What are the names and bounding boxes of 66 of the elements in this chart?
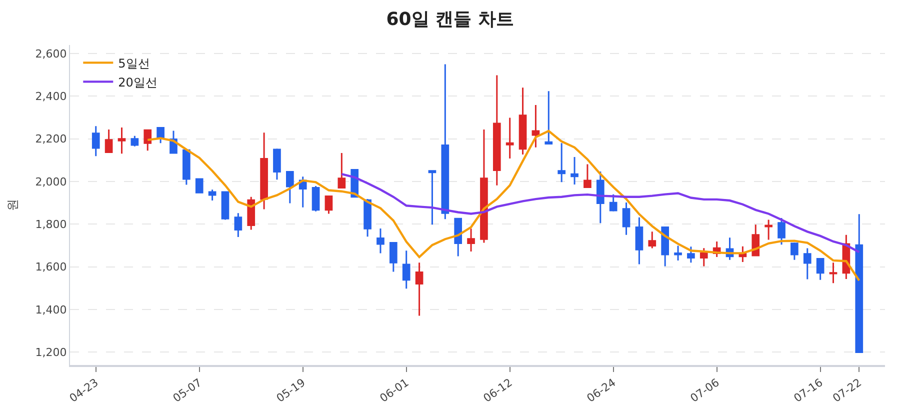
- y-tick-label: 1,400: [35, 303, 67, 316]
- candlestick: [532, 104, 540, 148]
- candlestick: [118, 126, 126, 154]
- candlestick: [92, 125, 100, 157]
- candlestick: [286, 170, 294, 204]
- candlestick: [518, 86, 527, 156]
- candlestick: [389, 241, 398, 273]
- legend-label: 20일선: [118, 75, 158, 90]
- candlestick: [700, 247, 708, 267]
- candlestick: [454, 217, 462, 257]
- legend-label: 5일선: [118, 56, 150, 70]
- candlestick: [195, 178, 204, 194]
- candlestick: [816, 258, 824, 281]
- candlestick: [260, 132, 268, 210]
- y-tick-label: 1,600: [35, 260, 67, 274]
- candlestick: [661, 226, 669, 267]
- candlestick: [829, 262, 838, 284]
- candlestick: [778, 217, 786, 246]
- y-tick-label: 1,800: [35, 218, 67, 232]
- candlestick: [402, 250, 410, 290]
- candlestick: [441, 63, 450, 220]
- candlestick: [570, 156, 578, 186]
- candlestick: [674, 245, 682, 262]
- candlestick: [234, 212, 242, 238]
- candlestick: [376, 228, 384, 254]
- y-tick-label: 2,000: [35, 175, 67, 188]
- candlestick: [221, 190, 230, 220]
- y-tick-label: 2,400: [35, 90, 67, 104]
- y-tick-label: 2,200: [35, 132, 67, 146]
- candlestick: [273, 148, 281, 180]
- candlestick: [764, 218, 772, 241]
- candlestick: [609, 194, 618, 212]
- y-tick-label: 1,200: [35, 346, 67, 360]
- candlestick: [467, 228, 475, 252]
- candlestick: [312, 185, 320, 212]
- y-tick-label: 2,600: [35, 47, 67, 60]
- candlestick: [622, 202, 630, 236]
- candlestick: [208, 188, 216, 202]
- candlestick: [648, 230, 656, 250]
- candlestick: [364, 198, 372, 238]
- candlestick: [415, 262, 424, 316]
- y-axis-title: 원: [6, 199, 20, 211]
- candlestick: [506, 117, 514, 160]
- candlestick: [130, 135, 139, 148]
- candlestick: [480, 128, 488, 244]
- candlestick: [635, 216, 644, 266]
- candlestick: [182, 149, 190, 186]
- candlestick: [855, 213, 864, 353]
- candlestick: [144, 129, 152, 152]
- candlestick: [324, 196, 333, 214]
- candlestick: [247, 196, 256, 230]
- candlestick: [596, 170, 604, 224]
- line-series: [146, 130, 860, 282]
- candlestick: [492, 74, 501, 186]
- candlestick: [104, 128, 113, 154]
- candlestick: [803, 248, 812, 280]
- candlestick: [338, 152, 346, 188]
- candlestick: [790, 242, 798, 261]
- chart-title: 60일 캔들 차트: [386, 9, 514, 30]
- candlestick: [687, 246, 695, 264]
- candlestick: [544, 90, 553, 145]
- candlestick: [584, 164, 592, 188]
- candlestick: [428, 170, 436, 226]
- line-series: [340, 172, 860, 254]
- candlestick: [558, 142, 566, 183]
- candlestick: [752, 224, 760, 257]
